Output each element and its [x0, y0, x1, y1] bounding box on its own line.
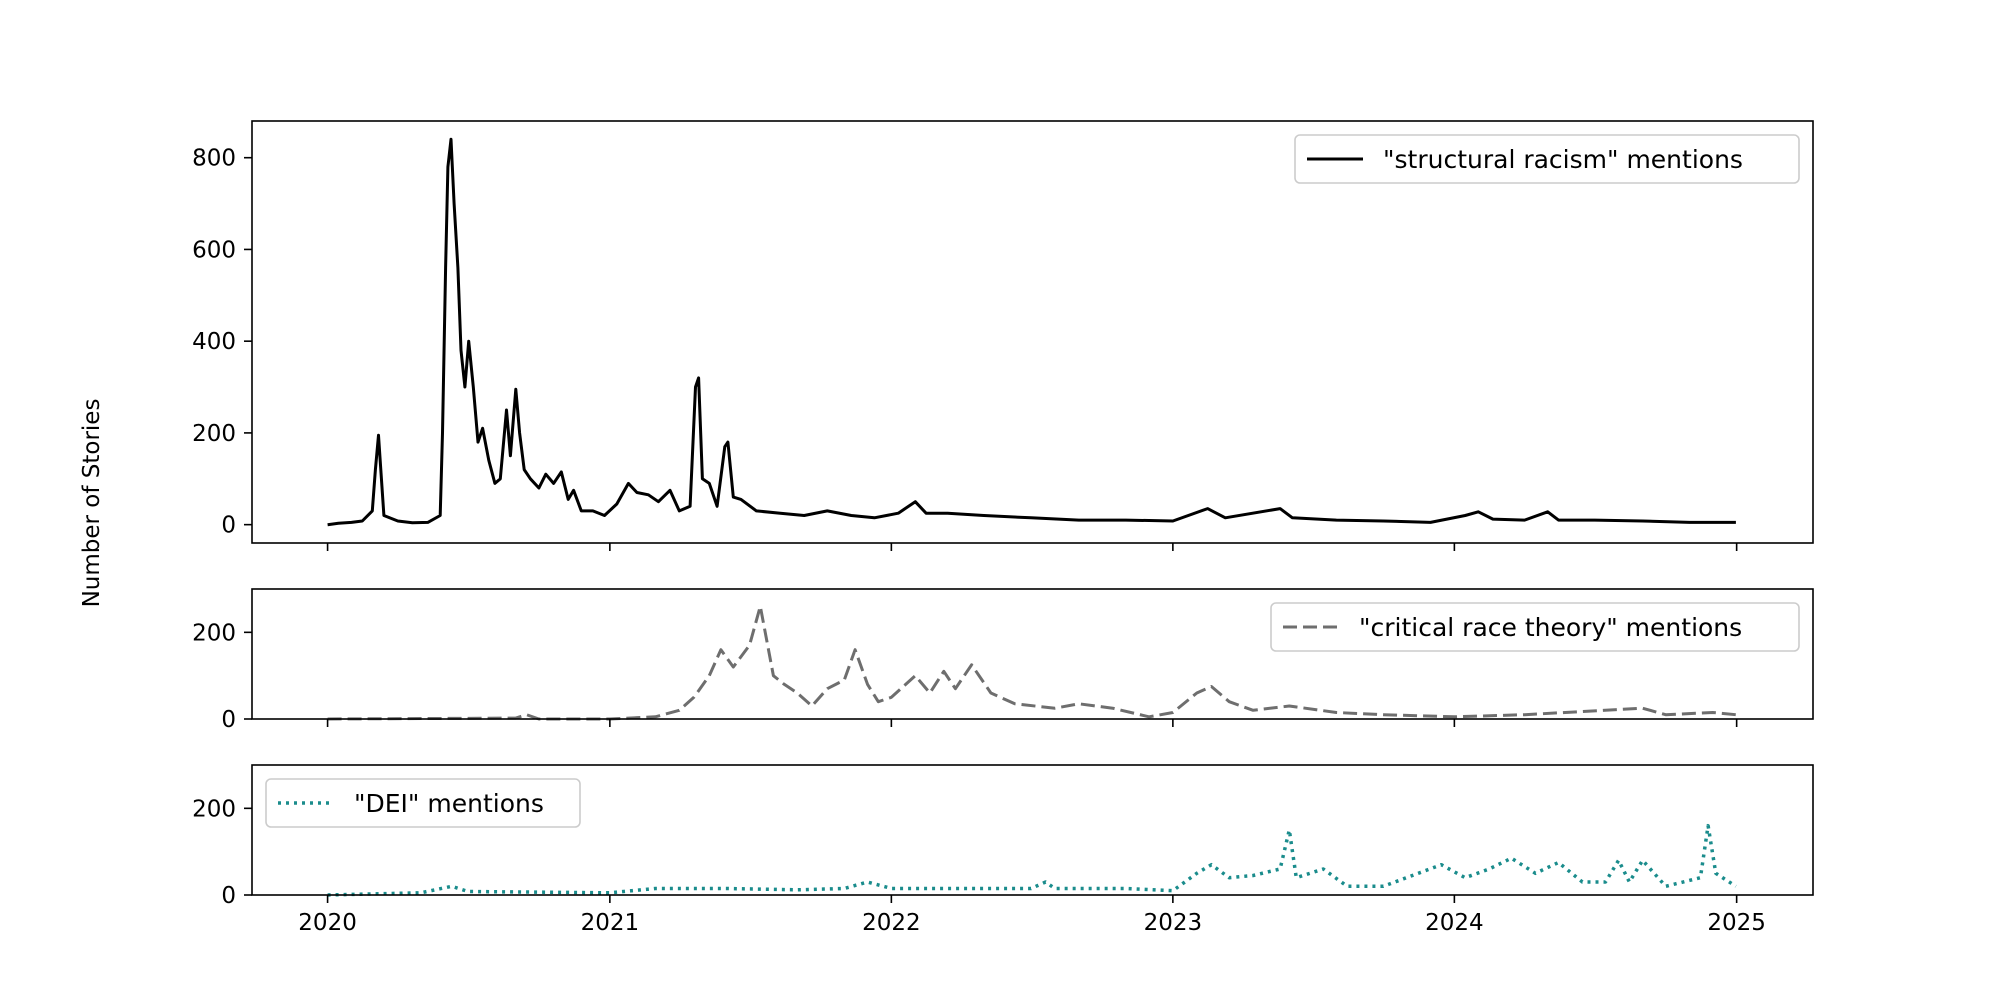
y-tick-label: 0 [221, 883, 236, 909]
y-axis-title: Number of Stories [79, 399, 105, 608]
legend-box [1294, 134, 1800, 184]
chart-panel-1: 0 200 400 600 800 "structural racism" mention… [192, 120, 1814, 551]
chart-panels: 0 200 400 600 800 "structural racism" mention… [192, 120, 1814, 936]
legend-label: "structural racism" mentions [1383, 145, 1743, 174]
legend-label: "DEI" mentions [354, 789, 544, 818]
y-tick-label: 0 [221, 707, 236, 733]
chart-panel-2: 0 200 "critical race theory" mentions [192, 588, 1814, 733]
legend-2: "critical race theory" mentions [1270, 602, 1800, 652]
series-line-3-1 [327, 823, 1737, 897]
legend-1: "structural racism" mentions [1294, 134, 1800, 184]
legend-box [1270, 602, 1800, 652]
series-line-2-1 [327, 604, 1737, 721]
x-tick-label: 2021 [581, 910, 640, 936]
legend-box [265, 778, 581, 828]
y-tick-label: 800 [192, 146, 236, 172]
legend-label: "critical race theory" mentions [1359, 613, 1742, 642]
plot-frame-1 [251, 120, 1814, 544]
y-tick-label: 200 [192, 620, 236, 646]
legend-3: "DEI" mentions [265, 778, 581, 828]
plot-frame-2 [251, 588, 1814, 720]
plot-frame-3 [251, 764, 1814, 896]
y-tick-label: 400 [192, 329, 236, 355]
x-tick-label: 2020 [298, 910, 357, 936]
y-tick-label: 0 [221, 513, 236, 539]
chart-panel-3: 0 200 2020 2021 2022 2023 2024 2025 "DEI" mentio… [192, 764, 1814, 936]
y-tick-label: 200 [192, 796, 236, 822]
x-tick-label: 2023 [1144, 910, 1203, 936]
x-tick-label: 2022 [862, 910, 921, 936]
y-tick-label: 200 [192, 421, 236, 447]
x-tick-label: 2025 [1707, 910, 1766, 936]
y-tick-label: 600 [192, 237, 236, 263]
series-line-1-1 [327, 137, 1736, 527]
x-tick-label: 2024 [1425, 910, 1484, 936]
